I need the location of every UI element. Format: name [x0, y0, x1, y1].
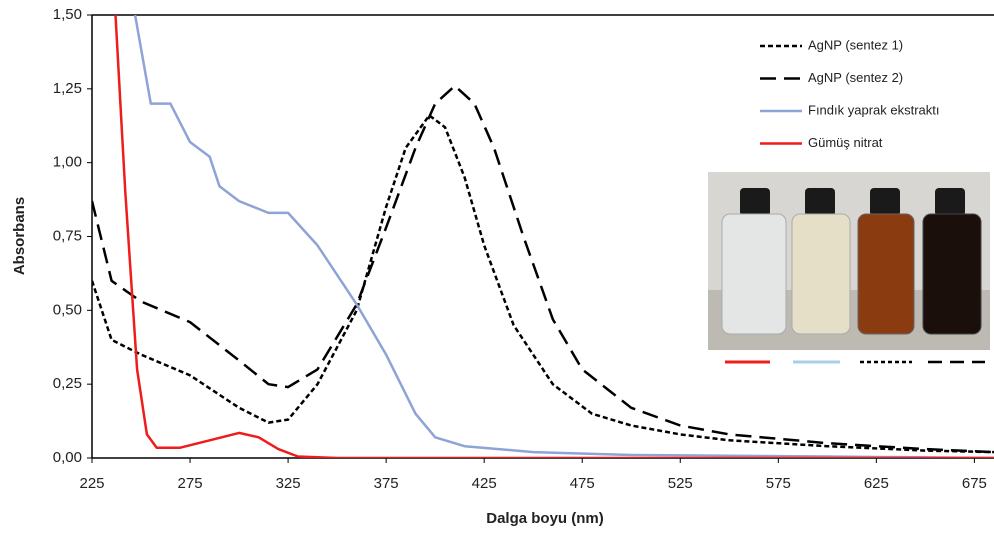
legend-label: AgNP (sentez 1) [808, 37, 903, 52]
y-axis-title: Absorbans [11, 197, 28, 275]
vial [721, 213, 787, 335]
series-line [92, 84, 994, 454]
series-line [92, 114, 994, 454]
y-tick-label: 0,25 [53, 375, 82, 392]
y-tick-label: 0,75 [53, 227, 82, 244]
x-tick-label: 225 [79, 475, 104, 492]
legend-label: AgNP (sentez 2) [808, 70, 903, 85]
x-tick-label: 275 [178, 475, 203, 492]
x-tick-label: 625 [864, 475, 889, 492]
vial [857, 213, 915, 335]
x-tick-label: 675 [962, 475, 987, 492]
x-axis-title: Dalga boyu (nm) [486, 510, 604, 527]
vial-cap [805, 188, 835, 216]
vial [791, 213, 851, 335]
inset-photo [708, 172, 990, 364]
plot-lines [92, 15, 994, 458]
y-tick-label: 0,50 [53, 301, 82, 318]
x-tick-label: 525 [668, 475, 693, 492]
x-tick-label: 325 [276, 475, 301, 492]
y-tick-label: 1,50 [53, 6, 82, 23]
vial [922, 213, 982, 335]
x-tick-label: 475 [570, 475, 595, 492]
series-line [133, 15, 994, 458]
x-tick-label: 425 [472, 475, 497, 492]
series-line [114, 15, 994, 458]
legend-label: Fındık yaprak ekstraktı [808, 102, 940, 117]
vial-cap [870, 188, 900, 216]
x-tick-label: 375 [374, 475, 399, 492]
y-tick-label: 1,00 [53, 154, 82, 171]
x-tick-label: 575 [766, 475, 791, 492]
vial-cap [935, 188, 965, 216]
vial-cap [740, 188, 770, 216]
y-tick-label: 1,25 [53, 80, 82, 97]
y-tick-label: 0,00 [53, 449, 82, 466]
legend-label: Gümüş nitrat [808, 135, 883, 150]
